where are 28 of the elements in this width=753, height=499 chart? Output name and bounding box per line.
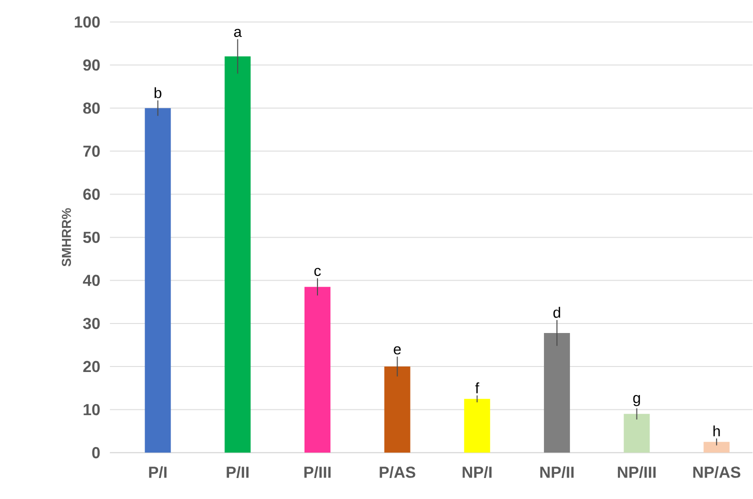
- x-tick-label: P/II: [226, 466, 249, 478]
- y-tick-label: 20: [83, 361, 100, 372]
- x-tick-label: NP/I: [462, 466, 492, 478]
- y-tick-label: 30: [83, 318, 100, 330]
- y-tick-label: 70: [83, 146, 100, 157]
- y-axis-title: SMHRR%: [62, 208, 71, 267]
- annotation: c: [314, 268, 321, 276]
- annotation: a: [234, 29, 242, 38]
- annotation: h: [713, 426, 720, 436]
- x-tick-label: P/I: [149, 466, 166, 478]
- x-tick-label: P/AS: [380, 466, 416, 478]
- x-tick-label: P/III: [304, 466, 331, 478]
- y-tick-label: 100: [74, 16, 100, 28]
- x-tick-label: NP/AS: [693, 466, 740, 478]
- y-tick-label: 90: [83, 60, 100, 71]
- annotation: b: [154, 87, 162, 98]
- x-tick-label: NP/II: [540, 466, 574, 478]
- y-tick-label: 80: [83, 102, 100, 114]
- annotation: e: [394, 346, 401, 355]
- annotation: g: [633, 395, 640, 406]
- y-tick-label: 0: [92, 447, 100, 458]
- y-tick-label: 50: [83, 232, 100, 244]
- annotation: d: [553, 307, 560, 318]
- x-tick-label: NP/III: [618, 466, 656, 478]
- annotation: f: [475, 382, 480, 394]
- y-tick-label: 10: [84, 404, 100, 416]
- y-tick-label: 40: [82, 274, 100, 286]
- y-tick-label: 60: [83, 188, 100, 200]
